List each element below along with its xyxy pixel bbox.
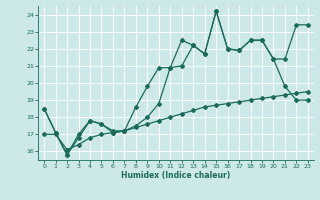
X-axis label: Humidex (Indice chaleur): Humidex (Indice chaleur) xyxy=(121,171,231,180)
